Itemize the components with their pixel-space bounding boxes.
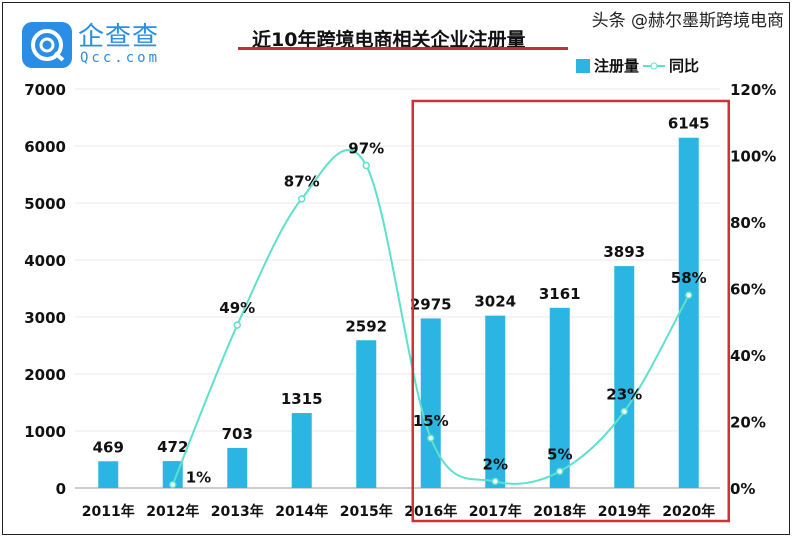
bar-value-label: 1315 bbox=[281, 390, 323, 408]
title-underline bbox=[238, 47, 568, 50]
bar-value-label: 3893 bbox=[603, 243, 645, 261]
bar-value-label: 3161 bbox=[539, 285, 581, 303]
x-tick-label: 2018年 bbox=[533, 503, 586, 520]
bar bbox=[614, 266, 635, 488]
yoy-value-label: 49% bbox=[219, 299, 255, 317]
bar bbox=[420, 318, 441, 488]
right-tick-label: 60% bbox=[730, 281, 766, 299]
yoy-point bbox=[169, 480, 177, 489]
yoy-point bbox=[685, 291, 693, 299]
yoy-value-label: 87% bbox=[284, 173, 320, 191]
yoy-value-label: 58% bbox=[671, 269, 707, 287]
yoy-value-label: 23% bbox=[606, 386, 642, 404]
right-tick-label: 20% bbox=[730, 414, 766, 432]
bar bbox=[291, 413, 312, 488]
x-tick-label: 2016年 bbox=[404, 503, 457, 520]
yoy-point bbox=[427, 434, 435, 442]
bar-value-label: 2592 bbox=[345, 317, 387, 335]
bar bbox=[98, 461, 119, 488]
bar bbox=[485, 315, 506, 488]
yoy-point bbox=[556, 467, 564, 476]
yoy-value-label: 5% bbox=[547, 445, 572, 463]
left-tick-label: 4000 bbox=[24, 252, 66, 270]
bar-value-label: 6145 bbox=[668, 115, 710, 133]
left-tick-label: 6000 bbox=[24, 138, 66, 156]
bar-value-label: 469 bbox=[93, 438, 124, 456]
left-tick-label: 5000 bbox=[24, 195, 66, 213]
bar bbox=[678, 137, 699, 489]
right-tick-label: 40% bbox=[730, 347, 766, 365]
x-tick-label: 2012年 bbox=[146, 503, 199, 520]
left-tick-label: 2000 bbox=[24, 366, 66, 384]
bar bbox=[549, 307, 570, 488]
bar-value-label: 472 bbox=[157, 438, 188, 456]
yoy-point bbox=[620, 407, 628, 416]
right-tick-label: 0% bbox=[730, 480, 755, 498]
right-tick-label: 80% bbox=[730, 214, 766, 232]
x-tick-label: 2013年 bbox=[211, 503, 264, 520]
x-tick-label: 2014年 bbox=[275, 503, 328, 520]
yoy-point bbox=[233, 321, 241, 329]
highlight-box bbox=[411, 99, 730, 523]
yoy-point bbox=[491, 477, 499, 486]
left-tick-label: 0 bbox=[56, 480, 66, 498]
legend: 注册量 同比 bbox=[576, 55, 699, 76]
yoy-value-label: 15% bbox=[413, 412, 449, 430]
qcc-logo-icon bbox=[22, 22, 72, 68]
legend-bar-swatch bbox=[576, 58, 590, 73]
legend-line-label: 同比 bbox=[669, 57, 700, 75]
legend-bar-label: 注册量 bbox=[594, 57, 640, 75]
bar bbox=[227, 447, 248, 488]
x-tick-label: 2015年 bbox=[340, 503, 393, 520]
watermark: 头条 @赫尔墨斯跨境电商 bbox=[591, 11, 784, 31]
x-tick-label: 2017年 bbox=[469, 503, 522, 520]
bar bbox=[356, 340, 377, 488]
right-tick-label: 100% bbox=[730, 148, 776, 166]
bar-value-label: 703 bbox=[222, 425, 253, 443]
left-tick-label: 1000 bbox=[24, 423, 66, 441]
bar-value-label: 3024 bbox=[474, 293, 516, 311]
x-tick-label: 2019年 bbox=[598, 503, 651, 520]
yoy-line bbox=[171, 149, 690, 486]
legend-line-icon bbox=[643, 62, 666, 69]
yoy-point bbox=[362, 161, 370, 170]
x-tick-label: 2020年 bbox=[662, 503, 715, 520]
x-tick-label: 2011年 bbox=[82, 503, 135, 520]
yoy-value-label: 97% bbox=[348, 139, 384, 157]
bar bbox=[162, 461, 183, 488]
brand-name: 企查查 bbox=[78, 22, 160, 52]
bar-value-label: 2975 bbox=[410, 295, 452, 313]
left-tick-label: 7000 bbox=[24, 81, 66, 99]
yoy-value-label: 2% bbox=[483, 455, 508, 473]
right-tick-label: 120% bbox=[730, 81, 776, 99]
yoy-value-label: 1% bbox=[186, 469, 211, 487]
left-tick-label: 3000 bbox=[24, 309, 66, 327]
chart-title: 近10年跨境电商相关企业注册量 bbox=[252, 29, 526, 51]
brand-domain: Qcc.com bbox=[80, 50, 161, 66]
yoy-point bbox=[298, 194, 306, 203]
